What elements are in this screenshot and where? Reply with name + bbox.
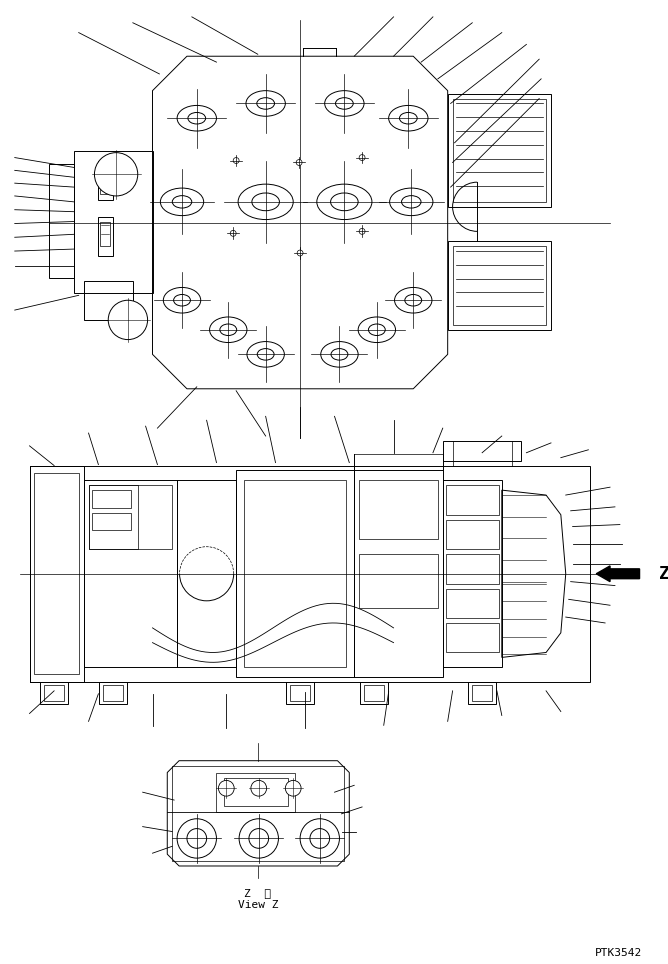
Bar	[448, 241, 551, 330]
Circle shape	[359, 154, 365, 161]
Ellipse shape	[160, 188, 204, 216]
Circle shape	[296, 159, 302, 166]
Bar	[448, 94, 551, 206]
Ellipse shape	[247, 341, 285, 367]
Bar	[468, 682, 496, 704]
Bar	[224, 778, 289, 806]
Circle shape	[233, 157, 239, 164]
Ellipse shape	[331, 193, 358, 211]
Ellipse shape	[369, 324, 385, 335]
Ellipse shape	[188, 113, 206, 124]
Bar	[89, 485, 138, 549]
Bar	[35, 473, 79, 674]
Ellipse shape	[257, 97, 275, 109]
Ellipse shape	[331, 349, 348, 361]
Ellipse shape	[335, 97, 353, 109]
Bar	[104, 685, 123, 701]
Bar	[236, 470, 354, 677]
Text: View Z: View Z	[238, 900, 278, 910]
Ellipse shape	[174, 294, 190, 306]
Bar	[287, 682, 314, 704]
Bar	[360, 682, 387, 704]
Bar	[446, 554, 499, 583]
Ellipse shape	[321, 341, 358, 367]
Bar	[73, 150, 152, 293]
Bar	[100, 222, 110, 246]
Bar	[446, 589, 499, 618]
Ellipse shape	[164, 287, 200, 313]
Ellipse shape	[399, 113, 418, 124]
Ellipse shape	[389, 188, 433, 216]
Text: Z: Z	[659, 565, 668, 583]
Bar	[453, 246, 546, 325]
Circle shape	[187, 829, 206, 848]
Bar	[92, 490, 131, 508]
Bar	[98, 217, 113, 256]
Bar	[291, 685, 310, 701]
Ellipse shape	[246, 91, 285, 117]
Bar	[443, 441, 522, 461]
Bar	[100, 165, 110, 194]
Bar	[443, 480, 502, 667]
Circle shape	[239, 818, 279, 858]
Circle shape	[359, 228, 365, 234]
Bar	[49, 165, 73, 278]
Text: Z  視: Z 視	[244, 888, 271, 897]
Ellipse shape	[252, 193, 279, 211]
Ellipse shape	[257, 349, 274, 361]
Bar	[84, 281, 133, 320]
Ellipse shape	[317, 184, 372, 220]
Bar	[359, 554, 438, 608]
Bar	[446, 520, 499, 549]
Bar	[446, 623, 499, 653]
Ellipse shape	[401, 196, 421, 208]
Bar	[172, 765, 345, 861]
Ellipse shape	[325, 91, 364, 117]
Bar	[472, 685, 492, 701]
Circle shape	[218, 781, 234, 796]
Circle shape	[94, 152, 138, 196]
Circle shape	[300, 818, 339, 858]
Bar	[446, 485, 499, 515]
Bar	[98, 161, 113, 200]
Ellipse shape	[389, 105, 428, 131]
Ellipse shape	[220, 324, 236, 335]
Circle shape	[177, 818, 216, 858]
Ellipse shape	[238, 184, 293, 220]
Ellipse shape	[358, 317, 395, 342]
Bar	[44, 685, 64, 701]
Bar	[177, 480, 236, 667]
Circle shape	[251, 781, 267, 796]
Bar	[216, 772, 295, 812]
Ellipse shape	[210, 317, 247, 342]
Bar	[84, 480, 177, 667]
Ellipse shape	[172, 196, 192, 208]
Bar	[244, 480, 346, 667]
FancyArrow shape	[597, 566, 639, 581]
Bar	[92, 513, 131, 530]
Circle shape	[310, 829, 329, 848]
Circle shape	[285, 781, 301, 796]
Ellipse shape	[395, 287, 432, 313]
Text: PTK3542: PTK3542	[595, 948, 643, 957]
Circle shape	[108, 300, 148, 339]
Bar	[453, 98, 546, 201]
Ellipse shape	[405, 294, 422, 306]
Bar	[89, 485, 172, 549]
Ellipse shape	[177, 105, 216, 131]
Bar	[364, 685, 383, 701]
Bar	[40, 682, 68, 704]
Circle shape	[249, 829, 269, 848]
Bar	[100, 682, 127, 704]
Bar	[29, 466, 591, 682]
Bar	[359, 480, 438, 539]
Bar	[354, 470, 443, 677]
Circle shape	[297, 250, 303, 256]
Bar	[29, 466, 84, 682]
Circle shape	[230, 230, 236, 236]
